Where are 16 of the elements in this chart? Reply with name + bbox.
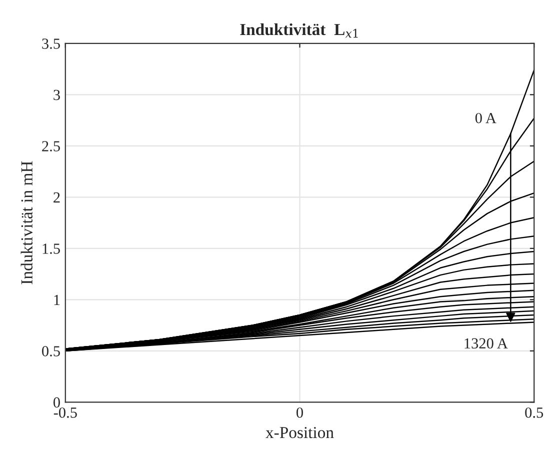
x-tick-label: -0.5 (54, 407, 77, 418)
y-tick-label: 3 (54, 90, 60, 100)
x-tick-label: 0 (296, 407, 303, 418)
y-tick-label: 2 (54, 192, 60, 202)
y-axis-title: Induktivität in mH (20, 161, 32, 284)
annotation: 1320 A (464, 338, 508, 349)
x-tick-label: 0.5 (525, 407, 544, 418)
y-tick-label: 0 (53, 397, 60, 408)
y-tick-label: 1.5 (42, 244, 60, 254)
chart-title: Induktivität L$_{x1}$ (240, 23, 358, 38)
y-tick-label: 3.5 (42, 38, 60, 49)
y-tick-label: 0.5 (42, 346, 60, 356)
y-tick-label: 2.5 (42, 141, 60, 152)
annotation: 0 A (475, 112, 496, 124)
x-axis-title: x-Position (266, 426, 334, 438)
y-tick-label: 1 (54, 294, 60, 305)
